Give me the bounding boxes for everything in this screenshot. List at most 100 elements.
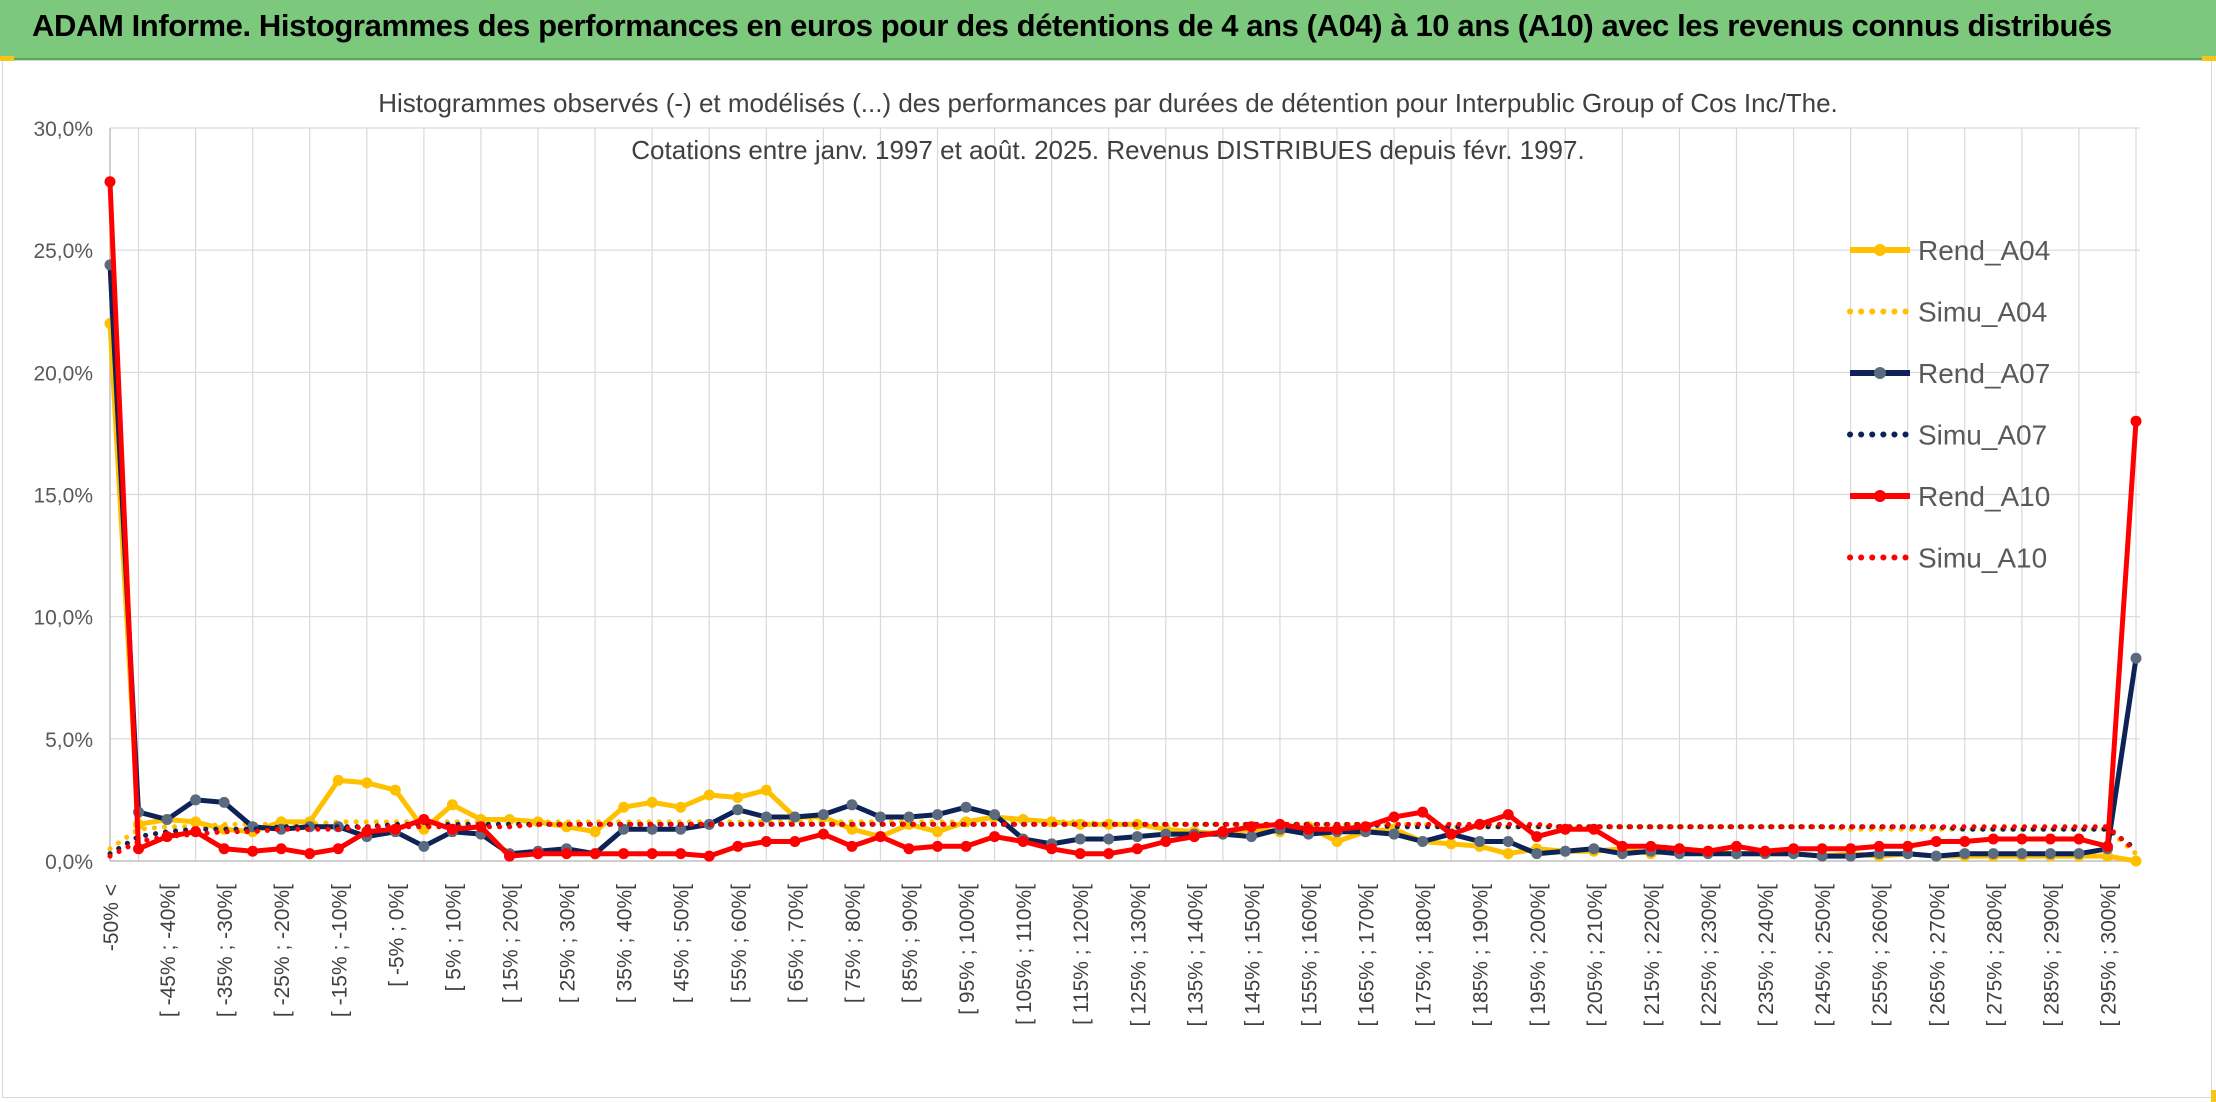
- data-point: [1788, 843, 1800, 855]
- x-tick-label: [ 25% ; 30%[: [557, 884, 580, 1003]
- series-rend-a10: [104, 176, 2142, 862]
- data-point: [304, 848, 316, 860]
- series-line: [107, 181, 2139, 859]
- legend-label: Rend_A10: [1918, 481, 2050, 512]
- data-point: [932, 826, 944, 838]
- x-tick-label: [ 115% ; 120%[: [1070, 884, 1093, 1025]
- corner-accent-right: [2202, 56, 2216, 61]
- x-tick-label: [ 285% ; 290%[: [2040, 884, 2063, 1027]
- data-point: [817, 828, 829, 840]
- data-point: [989, 809, 1001, 821]
- data-point: [418, 813, 430, 825]
- series-rend-a04: [104, 317, 2142, 867]
- data-point: [332, 774, 344, 786]
- x-tick-label: [ 85% ; 90%[: [899, 884, 922, 1003]
- x-tick-label: -50% <: [100, 884, 123, 951]
- data-point: [1302, 823, 1314, 835]
- series-line: [107, 264, 2139, 859]
- data-point: [1531, 848, 1543, 860]
- data-point: [161, 813, 173, 825]
- data-point: [247, 845, 259, 857]
- data-point: [618, 801, 630, 813]
- data-point: [1902, 840, 1914, 852]
- data-point: [1531, 831, 1543, 843]
- x-tick-label: [ 245% ; 250%[: [1812, 884, 1835, 1027]
- data-point: [446, 799, 458, 811]
- x-tick-label: [ 295% ; 300%[: [2097, 884, 2120, 1027]
- data-point: [2016, 833, 2028, 845]
- x-tick-label: [ 75% ; 80%[: [842, 884, 865, 1003]
- data-point: [1445, 828, 1457, 840]
- x-tick-label: [ 235% ; 240%[: [1755, 884, 1778, 1027]
- data-point: [561, 848, 573, 860]
- chart-title: Histogrammes observés (-) et modélisés (…: [378, 88, 1838, 118]
- data-point: [989, 831, 1001, 843]
- data-point: [1959, 835, 1971, 847]
- data-point: [2101, 840, 2113, 852]
- data-point: [874, 811, 886, 823]
- legend-label: Rend_A07: [1918, 358, 2050, 389]
- data-point: [133, 843, 145, 855]
- data-point: [1502, 809, 1514, 821]
- data-point: [846, 823, 858, 835]
- data-point: [903, 843, 915, 855]
- series-line: [107, 821, 2139, 859]
- data-point: [675, 848, 687, 860]
- data-point: [846, 799, 858, 811]
- data-point: [1131, 843, 1143, 855]
- y-tick-label: 15,0%: [33, 485, 93, 508]
- data-point: [1245, 831, 1257, 843]
- data-point: [1474, 835, 1486, 847]
- legend-item-rend-a07: Rend_A07: [1850, 358, 2050, 389]
- x-tick-label: [ 125% ; 130%[: [1127, 884, 1150, 1027]
- header-bar: ADAM Informe. Histogrammes des performan…: [0, 0, 2216, 60]
- legend-marker: [1874, 367, 1886, 379]
- x-tick-label: [ 205% ; 210%[: [1584, 884, 1607, 1027]
- data-point: [190, 794, 202, 806]
- x-tick-label: [ 255% ; 260%[: [1869, 884, 1892, 1027]
- data-point: [1417, 806, 1429, 818]
- legend-marker: [1874, 490, 1886, 502]
- data-point: [1673, 843, 1685, 855]
- x-tick-label: [ -25% ; -20%[: [271, 884, 294, 1017]
- series-rend-a07: [104, 259, 2142, 862]
- data-point: [932, 840, 944, 852]
- data-point: [1845, 843, 1857, 855]
- y-tick-label: 5,0%: [45, 729, 93, 752]
- x-tick-label: [ -15% ; -10%[: [328, 884, 351, 1017]
- data-point: [732, 804, 744, 816]
- data-point: [960, 840, 972, 852]
- data-point: [760, 784, 772, 796]
- y-tick-label: 25,0%: [33, 240, 93, 263]
- data-point: [2130, 652, 2142, 664]
- data-point: [732, 791, 744, 803]
- data-point: [1759, 845, 1771, 857]
- data-point: [1959, 848, 1971, 860]
- data-point: [275, 843, 287, 855]
- data-point: [1645, 840, 1657, 852]
- data-point: [389, 784, 401, 796]
- x-tick-label: [ 35% ; 40%[: [614, 884, 637, 1003]
- data-point: [2044, 833, 2056, 845]
- corner-accent-right-bottom: [2211, 1090, 2216, 1102]
- data-point: [190, 816, 202, 828]
- data-point: [703, 789, 715, 801]
- corner-accent-left: [0, 56, 14, 61]
- data-point: [1331, 835, 1343, 847]
- data-point: [218, 796, 230, 808]
- series-line: [107, 323, 2137, 864]
- data-point: [589, 826, 601, 838]
- y-tick-label: 20,0%: [33, 362, 93, 385]
- legend-item-simu-a07: Simu_A07: [1847, 420, 2047, 451]
- data-point: [1987, 848, 1999, 860]
- data-point: [2016, 848, 2028, 860]
- data-point: [2130, 855, 2142, 867]
- data-point: [1987, 833, 1999, 845]
- x-tick-label: [ 165% ; 170%[: [1356, 884, 1379, 1027]
- data-point: [1502, 835, 1514, 847]
- series-simu-a10: [107, 821, 2139, 859]
- data-point: [361, 777, 373, 789]
- chart-frame: [2, 60, 2212, 1098]
- x-tick-label: [ 275% ; 280%[: [1983, 884, 2006, 1027]
- data-point: [1160, 835, 1172, 847]
